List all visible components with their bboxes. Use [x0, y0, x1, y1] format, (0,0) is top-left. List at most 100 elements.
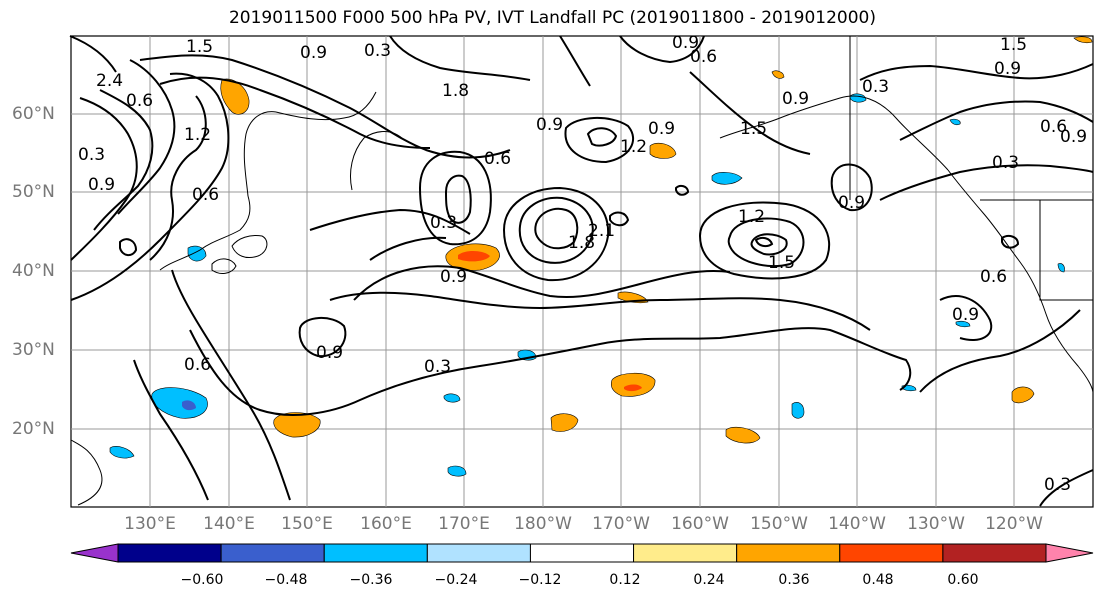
anomaly-strong-core	[624, 384, 642, 392]
contour-label: 0.9	[952, 305, 979, 325]
colorbar-tick-label: 0.12	[609, 572, 641, 588]
lon-label: 180°W	[514, 514, 572, 534]
colorbar-tick-label: −0.36	[349, 572, 393, 588]
contour-line	[119, 238, 138, 256]
contour-label: 0.6	[192, 185, 219, 205]
anomaly-negative	[955, 320, 971, 328]
colorbar-tick-label: 0.24	[693, 572, 725, 588]
contour-label: 1.5	[1000, 35, 1027, 55]
contour-line	[830, 163, 873, 212]
colorbar-segment	[117, 543, 222, 563]
anomaly-negative	[447, 465, 467, 477]
contour-line	[93, 89, 154, 231]
contour-label: 0.3	[862, 77, 889, 97]
contour-label: 0.3	[78, 145, 105, 165]
contour-label: 0.6	[690, 47, 717, 67]
contour-label: 1.5	[768, 253, 795, 273]
contour-lines	[69, 35, 1094, 507]
lon-label: 140°E	[203, 514, 255, 534]
anomaly-negative	[109, 446, 135, 459]
contour-line	[899, 100, 1094, 141]
anomaly-negative-core	[182, 400, 196, 411]
lon-label: 170°E	[438, 514, 490, 534]
contour-line	[171, 269, 291, 501]
contour-line	[859, 63, 1094, 81]
coastlines	[70, 36, 1094, 506]
contour-label: 0.6	[980, 267, 1007, 287]
contour-label: 0.9	[994, 59, 1021, 79]
lon-label: 170°W	[592, 514, 650, 534]
contour-label: 0.6	[126, 91, 153, 111]
colorbar-segment	[220, 543, 325, 563]
contour-line	[609, 211, 630, 227]
anomaly-positive	[725, 426, 761, 444]
contour-line	[919, 309, 1081, 393]
contour-label: 0.6	[1040, 117, 1067, 137]
contour-line	[727, 217, 805, 268]
contour-line	[389, 35, 531, 81]
contour-line	[675, 184, 690, 196]
contour-line	[754, 236, 774, 248]
contour-label: 2.1	[588, 221, 615, 241]
contour-label: 0.3	[1044, 475, 1071, 495]
contour-line	[879, 164, 1094, 201]
contour-line	[189, 327, 912, 416]
colorbar-segment	[323, 543, 428, 563]
colorbar-segment	[736, 543, 841, 563]
contour-line	[619, 35, 705, 64]
contour-label: 0.9	[440, 267, 467, 287]
anomaly-negative	[949, 118, 961, 126]
anomaly-negative	[711, 172, 743, 185]
colorbar-extend-min	[70, 543, 119, 563]
lat-label: 60°N	[12, 104, 55, 124]
lon-label: 140°W	[828, 514, 886, 534]
colorbar-segment	[426, 543, 531, 563]
contour-line	[159, 76, 431, 149]
contour-line	[750, 233, 788, 256]
contour-label: 1.8	[442, 81, 469, 101]
contour-line	[353, 265, 731, 301]
contour-line	[369, 236, 447, 261]
contour-line	[559, 35, 591, 87]
anomaly-positive	[649, 142, 677, 159]
colorbar-segment	[633, 543, 738, 563]
contour-line	[309, 208, 471, 235]
map-title: 2019011500 F000 500 hPa PV, IVT Landfall…	[228, 8, 876, 28]
shaded-anomalies	[109, 36, 1093, 477]
contour-line	[502, 186, 610, 282]
colorbar	[70, 543, 1094, 563]
contour-label: 0.6	[484, 149, 511, 169]
lon-label: 130°W	[907, 514, 965, 534]
contour-label: 0.9	[1060, 127, 1087, 147]
contour-line	[1001, 235, 1020, 249]
colorbar-segment	[839, 543, 944, 563]
contour-label: 0.6	[184, 355, 211, 375]
colorbar-tick-label: −0.12	[518, 572, 562, 588]
colorbar-tick-label: 0.36	[778, 572, 810, 588]
contour-label: 0.3	[424, 357, 451, 377]
contour-line	[69, 35, 117, 73]
contour-line	[298, 317, 347, 358]
anomaly-negative	[791, 402, 805, 419]
colorbar-segment	[942, 543, 1047, 563]
lat-label: 50°N	[12, 182, 55, 202]
contour-label: 1.2	[620, 137, 647, 157]
lat-label: 30°N	[12, 340, 55, 360]
contour-label: 1.2	[184, 125, 211, 145]
colorbar-extend-max	[1045, 543, 1094, 563]
contour-line	[1039, 469, 1094, 507]
contour-line	[149, 95, 207, 261]
contour-line	[564, 116, 634, 164]
anomaly-positive	[1011, 386, 1035, 404]
contour-label: 0.9	[782, 89, 809, 109]
lat-label: 40°N	[12, 261, 55, 281]
contour-line	[139, 54, 511, 159]
anomaly-negative-main	[151, 387, 208, 419]
contour-line	[689, 71, 811, 155]
contour-label: 1.5	[186, 37, 213, 57]
contour-label: 1.5	[740, 119, 767, 139]
colorbar-tick-label: 0.60	[947, 572, 979, 588]
lon-label: 150°E	[281, 514, 333, 534]
anomaly-positive	[550, 413, 579, 432]
contour-label: 0.9	[88, 175, 115, 195]
